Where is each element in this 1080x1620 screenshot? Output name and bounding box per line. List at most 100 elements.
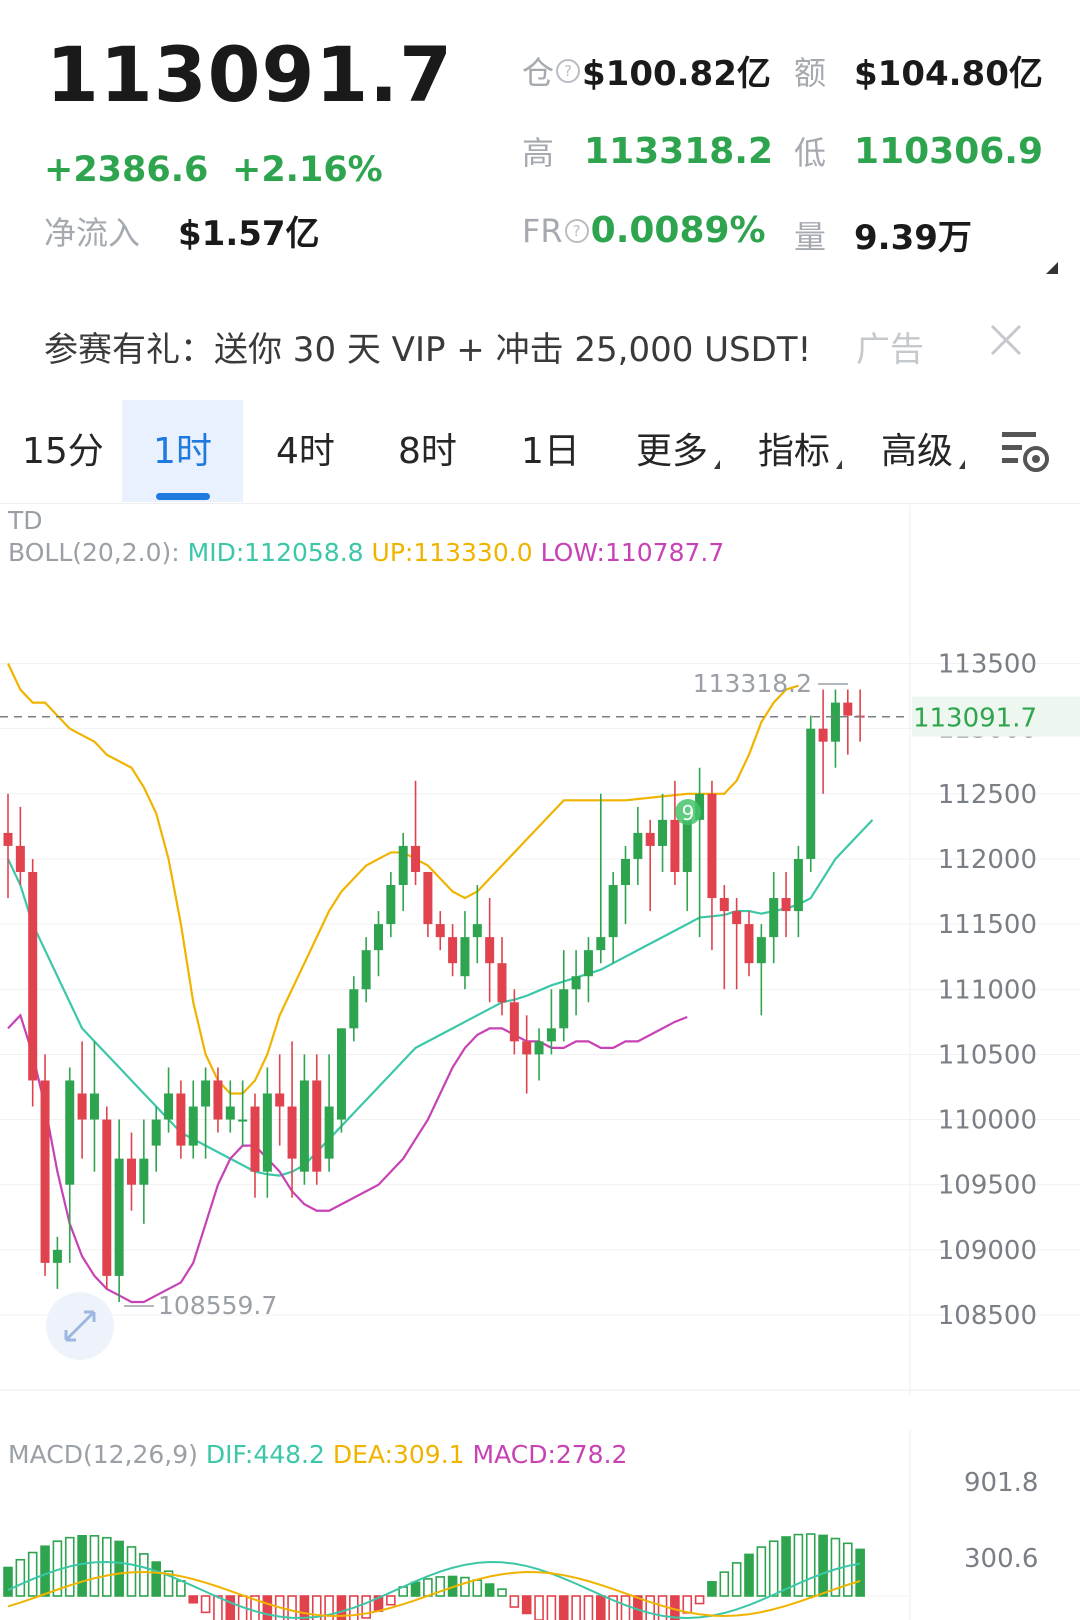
candle-body	[756, 937, 766, 964]
candle-body	[238, 1119, 248, 1122]
candle-body	[497, 963, 507, 1003]
macd-bar	[423, 1578, 433, 1597]
macd-dif-line	[7, 1561, 861, 1620]
price-change-percent: +2.16%	[232, 150, 383, 190]
question-circle-icon[interactable]: ?	[564, 218, 589, 243]
tab-4h[interactable]: 4时	[276, 431, 335, 472]
min-price-annotation: 108559.7	[158, 1291, 277, 1320]
macd-bar	[744, 1553, 754, 1597]
high-24h: 高 113318.2	[522, 128, 773, 174]
y-axis-tick: 112500	[938, 780, 1037, 810]
macd-bar	[114, 1540, 124, 1597]
macd-bar	[386, 1595, 396, 1606]
candle-body	[608, 885, 618, 938]
candle-body	[287, 1106, 297, 1159]
candle-body	[621, 858, 630, 886]
candle-body	[349, 989, 359, 1029]
candle-body	[336, 1028, 346, 1120]
macd-bar	[274, 1595, 285, 1620]
tab-more[interactable]: 更多	[636, 400, 720, 502]
candle-body	[262, 1093, 272, 1172]
macd-axis-mid: 300.6	[964, 1544, 1039, 1574]
candle-body	[435, 924, 445, 938]
macd-legend: MACD(12,26,9) DIF:448.2 DEA:309.1 MACD:2…	[8, 1440, 627, 1469]
tab-advanced[interactable]: 高级	[881, 400, 965, 502]
tab-1d[interactable]: 1日	[521, 431, 580, 472]
close-icon[interactable]	[986, 320, 1026, 360]
macd-bar	[27, 1551, 38, 1597]
candle-body	[176, 1093, 186, 1146]
td-marker	[675, 799, 701, 825]
caret-icon	[959, 460, 965, 469]
macd-bar	[89, 1535, 100, 1597]
expand-icon	[64, 1310, 96, 1342]
tab-1h[interactable]: 1时	[122, 400, 243, 502]
macd-bar	[287, 1595, 297, 1620]
candle-body	[472, 924, 482, 938]
macd-bar	[484, 1583, 495, 1597]
candle-body	[398, 845, 408, 886]
candle-body	[769, 898, 779, 938]
open-interest-label: 仓	[522, 53, 555, 92]
tab-8h[interactable]: 8时	[398, 431, 457, 472]
candle-body	[682, 819, 692, 872]
boll-low: LOW:110787.7	[540, 538, 725, 567]
candle-body	[361, 950, 371, 990]
turnover-value: $104.80亿	[854, 54, 1043, 94]
macd-bar	[583, 1595, 594, 1620]
y-axis-tick: 112000	[938, 845, 1037, 875]
macd-bar	[657, 1595, 668, 1620]
candle-body	[374, 924, 383, 951]
y-axis-tick: 113500	[938, 650, 1037, 680]
candlestick-chart[interactable]: 1135001130001125001120001115001110001105…	[0, 505, 1080, 1395]
macd-bar	[311, 1595, 322, 1620]
macd-bar	[139, 1553, 149, 1597]
boll-mid: MID:112058.8	[187, 538, 364, 567]
caret-icon	[714, 460, 720, 469]
candle-body	[658, 819, 668, 846]
macd-bar	[595, 1595, 606, 1620]
macd-bar	[472, 1579, 483, 1597]
macd-bar	[77, 1535, 87, 1597]
macd-bar	[410, 1581, 421, 1597]
expand-corner-icon[interactable]	[1046, 262, 1058, 274]
macd-bar	[151, 1561, 161, 1597]
low-24h: 低 110306.9	[794, 128, 1043, 174]
macd-bar	[213, 1595, 223, 1620]
macd-chart[interactable]	[0, 1430, 1080, 1620]
candle-body	[546, 1028, 556, 1042]
candle-body	[65, 1080, 75, 1185]
current-price-tag: 113091.7	[913, 704, 1037, 734]
price-change: +2386.6	[44, 150, 209, 190]
boll-up: UP:113330.0	[371, 538, 533, 567]
volume-value: 9.39万	[854, 218, 972, 258]
macd-bar	[3, 1566, 13, 1597]
candle-body	[806, 728, 816, 859]
macd-bar	[855, 1548, 865, 1597]
candle-body	[201, 1080, 211, 1107]
ad-label: 广告	[856, 330, 924, 370]
boll-mid-line	[7, 819, 874, 1177]
boll-lower-line	[7, 1013, 688, 1304]
current-price-tag-bg	[912, 696, 1080, 737]
last-price: 113091.7	[46, 30, 454, 119]
tab-indicators[interactable]: 指标	[758, 400, 842, 502]
macd-bar	[250, 1595, 260, 1620]
chart-settings-icon[interactable]	[1000, 428, 1052, 474]
macd-bar	[842, 1542, 853, 1597]
promo-banner-text[interactable]: 参赛有礼：送你 30 天 VIP + 冲击 25,000 USDT!	[44, 330, 812, 370]
boll-legend: BOLL(20,2.0): MID:112058.8 UP:113330.0 L…	[8, 538, 724, 567]
candle-body	[818, 728, 828, 742]
candle-body	[719, 898, 729, 912]
candle-body	[411, 845, 421, 872]
macd-bar	[361, 1595, 371, 1619]
candle-body	[448, 937, 458, 964]
candle-body	[28, 871, 38, 1081]
tab-15m[interactable]: 15分	[22, 431, 104, 472]
candle-body	[15, 845, 25, 872]
candle-body	[77, 1093, 87, 1120]
tabs-divider	[0, 503, 1080, 504]
candle-body	[275, 1093, 285, 1107]
question-circle-icon[interactable]: ?	[556, 58, 581, 83]
net-inflow-label: 净流入	[44, 214, 141, 252]
